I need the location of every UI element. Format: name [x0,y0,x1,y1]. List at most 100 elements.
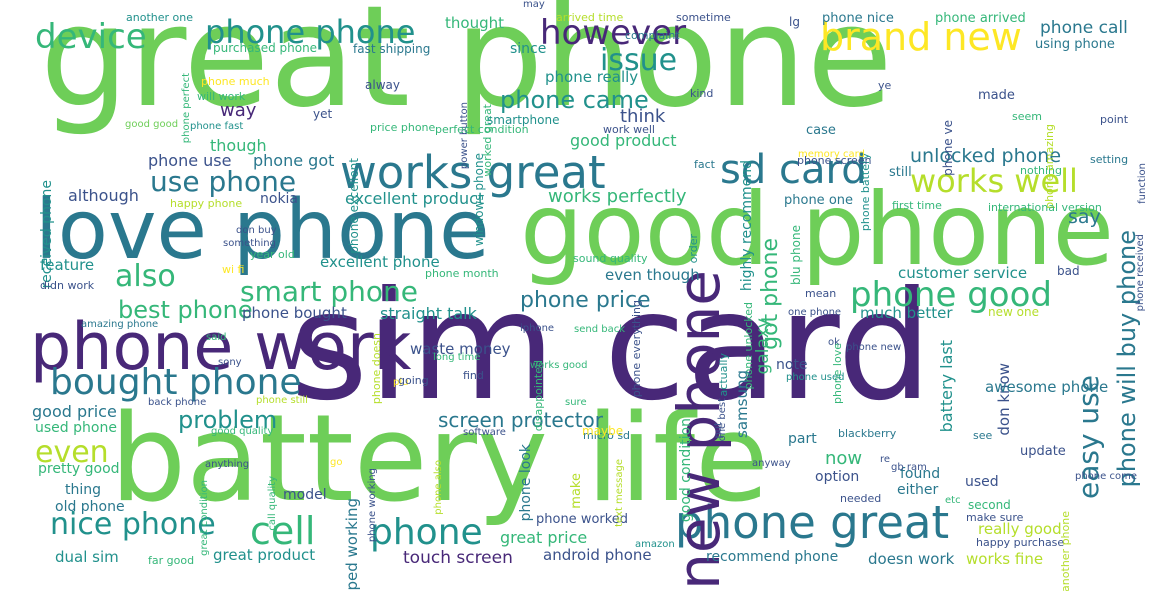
word-phone-doesn: phone doesn [370,333,383,405]
word-gb-ram: gb ram [891,462,927,473]
word-year-old: year old [250,248,295,261]
word-needed: needed [840,492,882,505]
word-good-price: good price [32,402,117,421]
word-now: now [825,448,863,469]
word-phone-got: phone got [253,151,335,170]
word-still: still [889,165,912,180]
word-though: though [210,136,267,155]
word-order: order [687,234,700,264]
word-doesn-work: doesn work [868,550,955,568]
word-go: go [330,457,343,468]
word-point: point [1100,113,1129,126]
word-call-quality: call quality [267,476,278,531]
word-text-message: text message [614,459,625,527]
word-another-phone: another phone [1059,511,1072,591]
word-phone-call: phone call [1040,18,1128,38]
word-new-one: new one [988,305,1039,319]
word-works-great: works great [340,146,606,199]
word-using-phone: using phone [1035,37,1115,52]
word-phone-screen: phone screen [797,154,872,167]
word-thing: thing [65,482,102,498]
word-phone-also: phone also [433,460,444,515]
word-thought: thought [445,14,504,32]
word-works-good: works good [530,360,588,371]
word-phone-new: phone new [846,342,902,353]
word-great-product: great product [213,546,316,564]
word-dual-sim: dual sim [55,548,119,566]
word-excellent-phone: excellent phone [320,253,440,271]
word-nokia: nokia [260,191,299,207]
word-amazing-phone: amazing phone [81,319,159,330]
word-function: function [1137,163,1148,204]
word-going: going [398,374,429,387]
word-don-buy: don buy [236,225,277,236]
word-pretty-good: pretty good [38,461,120,477]
word-phone-much: phone much [201,75,270,88]
word-phone-great: phone great [675,496,950,549]
word-blackberry: blackberry [838,427,897,440]
word-bad: bad [1057,264,1080,278]
word-galaxy: galaxy [753,318,773,375]
word-works-perfectly: works perfectly [548,186,687,207]
word-unlocked-phone: unlocked phone [910,145,1062,167]
word-said: said [206,332,227,343]
word-received-phone: received phone [39,180,55,289]
word-don-know: don know [995,363,1013,436]
word-will-work: will work [197,90,246,103]
word-good-product: good product [570,131,677,150]
word-phone-arrived: phone arrived [935,11,1026,26]
word-phone-nice: phone nice [822,11,894,26]
word-ok: ok [828,337,840,348]
word-yet: yet [313,107,333,121]
word-send-back: send back [574,324,625,335]
word-something: something [223,238,276,249]
word-way: way [220,100,257,121]
word-device: device [35,17,147,57]
word-option: option [815,469,860,485]
word-brand-new: brand new [820,15,1022,59]
word-sim-card: sim card [290,260,933,434]
word-great-condition: great condition [199,480,210,556]
word-second: second [968,498,1011,512]
word-complaint: complaint [625,29,680,42]
word-didn-work: didn work [40,279,95,292]
word-problem: problem [178,406,278,434]
word-happy-purchase: happy purchase [976,536,1065,549]
word-disappointed: disappointed [532,360,545,432]
word-update: update [1020,444,1066,459]
word-phone-work: phone work [30,310,412,385]
word-phone-used: phone used [786,372,845,383]
word-android-phone: android phone [543,546,652,564]
word-part: part [788,431,817,447]
word-work-well: work well [603,123,655,136]
word-another-one: another one [126,11,193,24]
word-actually: actually [717,353,730,397]
word-phone-fast: phone fast [190,121,244,132]
word-love-phone: love phone [35,183,490,278]
word-anything: anything [205,459,250,470]
word-phone-amazing: phone amazing [1043,124,1056,209]
word-first-time: first time [892,199,942,212]
word-software: software [463,427,506,438]
word-phone-one: phone one [784,193,854,208]
word-make-sure: make sure [966,511,1024,524]
word-great-price: great price [500,528,588,547]
word-stopped-working: stopped working [343,498,361,591]
word-phone-came: phone came [500,86,649,114]
word-phone-look: phone look [518,444,534,522]
word-straight-talk: straight talk [380,304,477,323]
word-say: say [1068,206,1101,228]
word-phone-excellent: phone excellent [347,158,361,254]
word-screen-protector: screen protector [438,408,603,432]
word-cell: cell [250,509,316,553]
word-either: either [897,482,939,498]
word-seem: seem [1012,110,1042,123]
word-phone-bought: phone bought [242,304,347,322]
word-sd-card: sd card [720,147,867,193]
word-back-phone: back phone [148,397,207,408]
word-best-phone: best phone [118,296,253,324]
word-price-phone: price phone [370,121,436,134]
word-fast-shipping: fast shipping [353,42,431,56]
word-sony: sony [218,357,242,368]
word-micro-sd: micro sd [583,429,631,442]
